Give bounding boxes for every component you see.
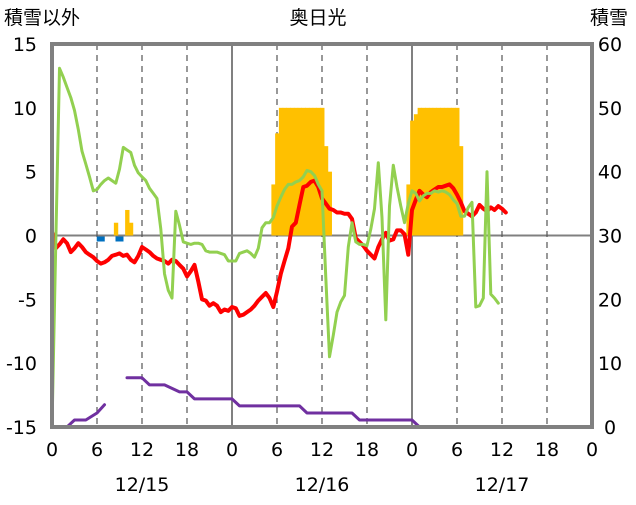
- bar: [455, 107, 460, 236]
- bar: [413, 114, 419, 236]
- chart-title: 奥日光: [289, 7, 346, 29]
- right-tick-label: 40: [598, 162, 622, 184]
- bar: [421, 107, 426, 236]
- plot-frame: [50, 42, 594, 429]
- day-label: 12/16: [295, 474, 350, 496]
- data-point: [115, 236, 124, 242]
- right-tick-label: 50: [598, 98, 622, 120]
- day-labels: 12/15 12/16 12/17: [115, 474, 530, 496]
- right-axis-label: 積雪: [590, 7, 628, 29]
- bar: [286, 107, 291, 236]
- bar: [312, 107, 317, 236]
- x-tick-label: 12: [490, 439, 514, 461]
- left-tick-label: -10: [6, 353, 37, 375]
- left-tick-label: 10: [13, 98, 37, 120]
- bar: [316, 107, 321, 236]
- left-tick-label: 0: [25, 226, 37, 248]
- bar: [320, 107, 325, 236]
- bar: [323, 146, 329, 236]
- x-tick-label: 12: [130, 439, 154, 461]
- x-tick-label: 0: [46, 439, 58, 461]
- bar: [458, 146, 464, 236]
- bar: [278, 107, 284, 236]
- bar: [271, 184, 276, 236]
- bar: [293, 107, 299, 236]
- left-tick-label: 5: [25, 162, 37, 184]
- x-tick-label: 12: [310, 439, 334, 461]
- bar: [125, 209, 130, 236]
- right-axis-ticks: 0 10 20 30 40 50 60: [598, 34, 622, 439]
- x-tick-label: 6: [451, 439, 463, 461]
- x-tick-label: 6: [91, 439, 103, 461]
- day-label: 12/17: [475, 474, 530, 496]
- x-tick-label: 0: [226, 439, 238, 461]
- bar: [443, 107, 449, 236]
- grid-lines: [52, 44, 592, 427]
- bar: [451, 107, 456, 236]
- bar: [440, 107, 445, 236]
- series-line-1: [50, 66, 500, 429]
- series-line-4: [125, 376, 504, 429]
- bar: [425, 107, 430, 236]
- x-tick-label: 6: [271, 439, 283, 461]
- bar: [432, 107, 437, 236]
- x-tick-label: 0: [586, 439, 598, 461]
- line-series: [50, 66, 508, 429]
- right-tick-label: 10: [598, 353, 622, 375]
- left-axis-ticks: -15 -10 -5 0 5 10 15: [6, 34, 37, 439]
- x-tick-label: 0: [406, 439, 418, 461]
- left-axis-label: 積雪以外: [4, 7, 80, 29]
- bar: [128, 222, 134, 236]
- left-tick-label: -15: [6, 417, 37, 439]
- right-tick-label: 60: [598, 34, 622, 56]
- bar: [447, 107, 452, 236]
- x-tick-label: 18: [355, 439, 379, 461]
- right-tick-label: 0: [604, 417, 616, 439]
- bar: [428, 107, 434, 236]
- right-tick-label: 20: [598, 289, 622, 311]
- bar: [275, 133, 280, 236]
- bar: [301, 107, 306, 236]
- day-label: 12/15: [115, 474, 170, 496]
- left-tick-label: -5: [18, 289, 37, 311]
- x-tick-label: 18: [535, 439, 559, 461]
- x-tick-label: 18: [175, 439, 199, 461]
- bar: [282, 107, 287, 236]
- x-axis-ticks: 0 6 12 18 0 6 12 18 0 6 12 18 0: [46, 439, 598, 461]
- bar: [410, 120, 415, 236]
- bar: [436, 107, 441, 236]
- bar: [417, 107, 422, 236]
- right-tick-label: 30: [598, 226, 622, 248]
- bar: [327, 171, 332, 236]
- data-point: [96, 236, 105, 242]
- bar: [113, 222, 119, 236]
- bar: [290, 107, 295, 236]
- bar: [297, 107, 302, 236]
- left-tick-label: 15: [13, 34, 37, 56]
